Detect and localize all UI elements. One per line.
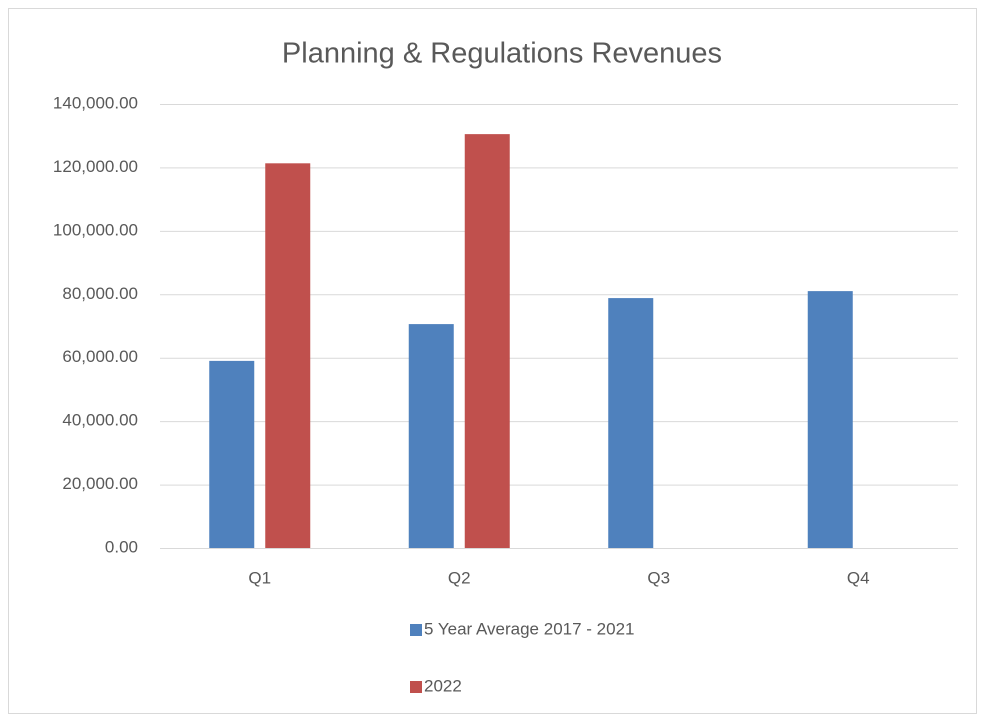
- legend-label: 2022: [424, 676, 462, 695]
- x-tick-label: Q4: [847, 568, 870, 587]
- y-tick-label: 100,000.00: [53, 220, 138, 239]
- legend-swatch: [410, 681, 422, 693]
- bar: [608, 298, 654, 548]
- x-tick-label: Q3: [647, 568, 670, 587]
- bar: [464, 134, 510, 548]
- y-tick-label: 120,000.00: [53, 157, 138, 176]
- y-tick-label: 0.00: [105, 537, 138, 556]
- bar: [807, 291, 853, 548]
- y-tick-label: 60,000.00: [62, 347, 138, 366]
- x-tick-label: Q2: [448, 568, 471, 587]
- legend-label: 5 Year Average 2017 - 2021: [424, 619, 634, 638]
- x-tick-label: Q1: [248, 568, 271, 587]
- bar: [209, 360, 255, 548]
- y-tick-label: 140,000.00: [53, 93, 138, 112]
- chart-title: Planning & Regulations Revenues: [282, 38, 722, 70]
- y-tick-label: 20,000.00: [62, 474, 138, 493]
- y-tick-label: 80,000.00: [62, 284, 138, 303]
- y-tick-label: 40,000.00: [62, 411, 138, 430]
- legend-swatch: [410, 624, 422, 636]
- bar: [408, 324, 454, 548]
- bar: [265, 163, 311, 548]
